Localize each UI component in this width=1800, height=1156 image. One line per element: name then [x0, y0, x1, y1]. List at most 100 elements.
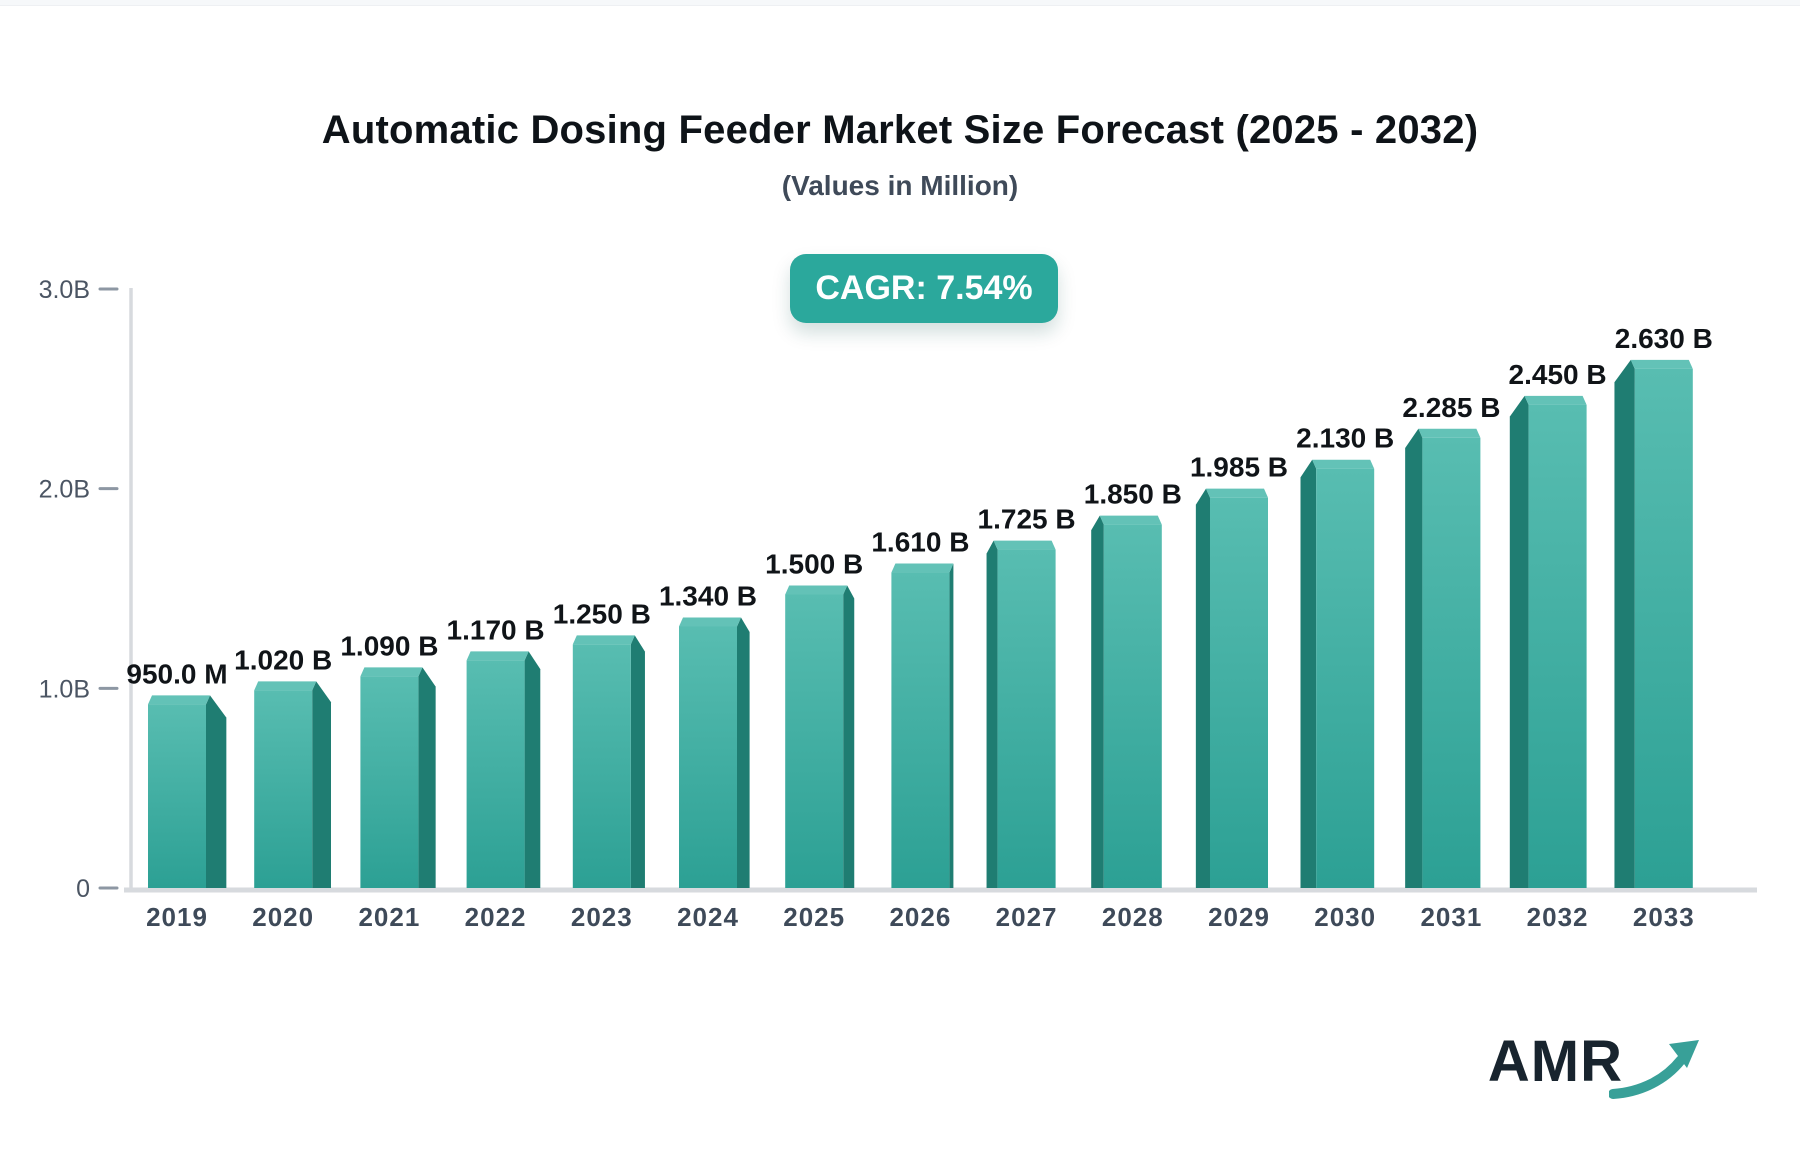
trend-up-arrow-icon	[1609, 1040, 1699, 1099]
bar-value-label-2023: 1.250 B	[553, 598, 651, 629]
cagr-badge: CAGR: 7.54%	[790, 254, 1058, 323]
bar-2032: 2.450 B 2032	[1509, 359, 1607, 932]
bar-side-face	[1509, 395, 1529, 888]
bar-front-face	[1210, 497, 1268, 888]
bar-top-face	[1099, 515, 1162, 525]
bar-front-face	[891, 572, 950, 888]
y-tick-label-3.0B: 3.0B	[39, 276, 90, 304]
bar-front-face	[148, 704, 206, 888]
bar-value-label-2027: 1.725 B	[978, 504, 1076, 535]
bar-2023: 1.250 B 2023	[553, 598, 651, 932]
bar-2029: 1.985 B 2029	[1190, 452, 1288, 932]
bar-value-label-2020: 1.020 B	[234, 644, 332, 675]
bar-top-face	[1524, 395, 1587, 405]
bar-top-face	[891, 563, 954, 573]
bar-value-label-2024: 1.340 B	[659, 580, 757, 611]
bar-top-face	[1206, 488, 1268, 498]
bar-front-face	[1528, 404, 1587, 888]
bar-side-face	[1405, 428, 1423, 888]
bar-value-label-2019: 950.0 M	[126, 658, 227, 689]
bar-front-face	[679, 626, 737, 888]
bar-top-face	[1312, 459, 1375, 469]
x-tick-label-2031: 2031	[1420, 902, 1482, 932]
bar-top-face	[148, 695, 210, 705]
bar-front-face	[785, 594, 844, 888]
x-tick-label-2028: 2028	[1102, 902, 1164, 932]
bar-side-face	[418, 667, 436, 888]
bar-front-face	[360, 676, 419, 888]
bar-value-label-2030: 2.130 B	[1296, 423, 1394, 454]
bar-side-face	[737, 617, 750, 888]
bar-front-face	[572, 644, 631, 888]
x-tick-label-2022: 2022	[465, 902, 527, 932]
bar-top-face	[466, 651, 529, 661]
bar-front-face	[1103, 524, 1162, 888]
x-tick-label-2029: 2029	[1208, 902, 1270, 932]
bar-2025: 1.500 B 2025	[765, 549, 863, 933]
bar-2028: 1.850 B 2028	[1084, 479, 1182, 932]
bar-side-face	[986, 540, 998, 888]
bar-side-face	[1300, 459, 1317, 888]
bar-top-face	[254, 681, 317, 691]
bar-2026: 1.610 B 2026	[871, 527, 969, 932]
bar-top-face	[785, 585, 848, 595]
y-tick-label-2.0B: 2.0B	[39, 476, 90, 504]
bar-top-face	[1418, 428, 1481, 438]
bar-2020: 1.020 B 2020	[234, 644, 332, 932]
bar-2033: 2.630 B 2033	[1614, 323, 1713, 932]
bar-side-face	[312, 681, 331, 888]
amr-logo-text: AMR	[1487, 1029, 1623, 1094]
y-tick-label-1.0B: 1.0B	[39, 675, 90, 703]
bar-value-label-2032: 2.450 B	[1509, 359, 1607, 390]
bar-side-face	[843, 585, 855, 888]
bar-2022: 1.170 B 2022	[447, 614, 545, 932]
top-strip	[0, 0, 1800, 6]
bar-value-label-2022: 1.170 B	[447, 614, 545, 645]
bar-front-face	[1316, 468, 1375, 888]
bar-value-label-2021: 1.090 B	[340, 630, 438, 661]
bar-top-face	[679, 617, 741, 627]
bar-top-face	[1630, 359, 1693, 369]
bar-value-label-2025: 1.500 B	[765, 549, 863, 580]
bar-top-face	[993, 540, 1056, 550]
bar-2024: 1.340 B 2024	[659, 580, 757, 932]
bar-value-label-2031: 2.285 B	[1402, 392, 1500, 423]
bar-value-label-2026: 1.610 B	[871, 527, 969, 558]
bar-front-face	[1422, 437, 1481, 888]
x-tick-label-2024: 2024	[677, 902, 739, 932]
y-tick-label-0: 0	[76, 875, 90, 903]
bar-value-label-2028: 1.850 B	[1084, 479, 1182, 510]
x-tick-label-2032: 2032	[1527, 902, 1589, 932]
bar-value-label-2033: 2.630 B	[1615, 323, 1713, 354]
bar-side-face	[524, 651, 541, 888]
x-tick-label-2020: 2020	[252, 902, 314, 932]
bar-side-face	[1614, 359, 1635, 888]
x-tick-label-2027: 2027	[996, 902, 1058, 932]
x-tick-label-2033: 2033	[1633, 902, 1695, 932]
bar-side-face	[949, 563, 954, 888]
bar-front-face	[466, 660, 525, 888]
x-tick-label-2019: 2019	[146, 902, 208, 932]
bar-2030: 2.130 B 2030	[1296, 423, 1394, 932]
x-tick-label-2026: 2026	[889, 902, 951, 932]
bar-side-face	[1091, 515, 1104, 888]
bar-2031: 2.285 B 2031	[1402, 392, 1500, 932]
bar-front-face	[1634, 368, 1693, 888]
chart-subtitle: (Values in Million)	[781, 170, 1019, 201]
bar-side-face	[630, 635, 645, 888]
bar-side-face	[1195, 488, 1210, 888]
bar-top-face	[572, 635, 635, 645]
chart-title: Automatic Dosing Feeder Market Size Fore…	[321, 108, 1479, 152]
bar-value-label-2029: 1.985 B	[1190, 452, 1288, 483]
x-tick-label-2025: 2025	[783, 902, 845, 932]
bar-top-face	[360, 667, 423, 677]
bar-side-face	[206, 695, 227, 888]
bar-2021: 1.090 B 2021	[340, 630, 438, 932]
x-tick-label-2021: 2021	[358, 902, 420, 932]
amr-logo: AMR	[1488, 1032, 1705, 1112]
bar-2027: 1.725 B 2027	[978, 504, 1076, 932]
bar-front-face	[997, 549, 1056, 888]
bar-2019: 950.0 M 2019	[126, 658, 227, 932]
